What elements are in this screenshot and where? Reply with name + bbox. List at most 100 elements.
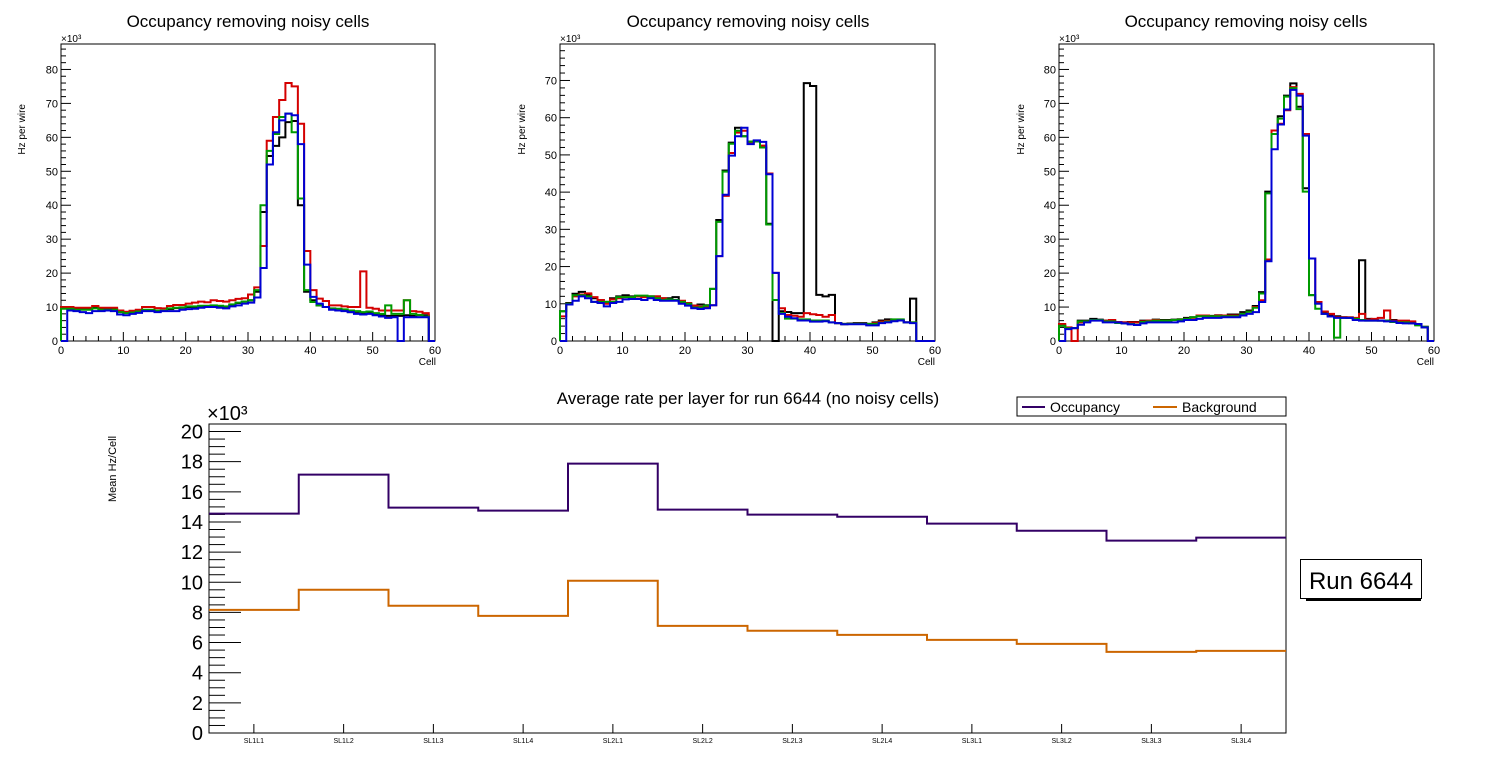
run-label-frame (1300, 559, 1422, 599)
y-tick-label: 16 (181, 482, 203, 504)
run-label: Run 6644 (1309, 568, 1413, 595)
x-tick-label: 60 (929, 345, 941, 357)
occupancy-panel-1: Occupancy removing noisy cells Hz per wi… (17, 12, 441, 368)
plot-frame (208, 423, 1287, 734)
x-tick-label: 10 (616, 345, 628, 357)
x-category-label: SL1L4 (513, 738, 533, 745)
panel-1-x-axis-label: Cell (419, 357, 436, 368)
x-tick-label: 20 (1178, 345, 1190, 357)
x-category-label: SL3L3 (1141, 738, 1161, 745)
series-background-line (209, 579, 1286, 653)
y-tick-label: 20 (545, 262, 557, 274)
x-tick-label: 0 (557, 345, 563, 357)
x-tick-label: 50 (367, 345, 379, 357)
y-tick-label: 0 (1050, 336, 1056, 348)
y-tick-label: 30 (46, 234, 58, 246)
average-rate-chart: Average rate per layer for run 6644 (no … (107, 389, 1422, 745)
x-category-label: SL1L1 (244, 738, 264, 745)
x-tick-label: 10 (117, 345, 129, 357)
average-rate-title: Average rate per layer for run 6644 (no … (557, 389, 939, 408)
x-tick-label: 50 (866, 345, 878, 357)
y-tick-label: 18 (181, 452, 203, 474)
x-tick-label: 30 (741, 345, 753, 357)
average-rate-y-axis-label: Mean Hz/Cell (107, 436, 119, 502)
x-tick-label: 40 (1303, 345, 1315, 357)
y-tick-label: 10 (545, 299, 557, 311)
x-category-label: SL1L2 (334, 738, 354, 745)
panel-1-title: Occupancy removing noisy cells (127, 12, 370, 31)
x-tick-label: 60 (429, 345, 441, 357)
average-rate-y-multiplier: ×10³ (207, 403, 248, 425)
series-green-histogram (1058, 87, 1434, 342)
y-tick-label: 80 (46, 64, 58, 76)
y-tick-label: 10 (1044, 302, 1056, 314)
panel-2-title: Occupancy removing noisy cells (627, 12, 870, 31)
x-category-label: SL3L2 (1052, 738, 1072, 745)
y-tick-label: 30 (1044, 234, 1056, 246)
panel-3-title: Occupancy removing noisy cells (1125, 12, 1368, 31)
x-tick-label: 40 (304, 345, 316, 357)
y-tick-label: 4 (192, 663, 203, 685)
y-tick-label: 0 (192, 723, 203, 745)
x-tick-label: 20 (180, 345, 192, 357)
x-category-label: SL1L3 (423, 738, 443, 745)
y-tick-label: 40 (1044, 200, 1056, 212)
y-tick-label: 12 (181, 542, 203, 564)
x-tick-label: 60 (1428, 345, 1440, 357)
y-tick-label: 20 (46, 268, 58, 280)
y-tick-label: 70 (1044, 98, 1056, 110)
panel-3-x-axis-label: Cell (1417, 357, 1434, 368)
x-tick-label: 10 (1115, 345, 1127, 357)
y-tick-label: 2 (192, 693, 203, 715)
panel-3-y-axis-label: Hz per wire (1016, 104, 1027, 155)
panel-1-y-multiplier: ×10³ (61, 34, 82, 45)
x-category-label: SL3L4 (1231, 738, 1251, 745)
x-tick-label: 30 (242, 345, 254, 357)
y-tick-label: 70 (46, 98, 58, 110)
occupancy-panel-3: Occupancy removing noisy cells Hz per wi… (1016, 12, 1440, 368)
panel-2-x-axis-label: Cell (918, 357, 935, 368)
series-blue-histogram (1059, 88, 1434, 342)
y-tick-label: 60 (1044, 132, 1056, 144)
legend-box (1016, 396, 1287, 417)
series-red-histogram (60, 82, 435, 342)
legend-occupancy-label: Occupancy (1050, 399, 1120, 415)
y-tick-label: 14 (181, 512, 203, 534)
legend: Occupancy Background (1016, 396, 1287, 417)
y-tick-label: 50 (1044, 166, 1056, 178)
x-tick-label: 0 (58, 345, 64, 357)
series-blue-histogram (61, 112, 435, 342)
panel-2-y-multiplier: ×10³ (560, 34, 581, 45)
y-tick-label: 8 (192, 602, 203, 624)
series-black-histogram (1058, 82, 1434, 342)
x-category-label: SL2L2 (693, 738, 713, 745)
y-tick-label: 10 (46, 302, 58, 314)
x-tick-label: 30 (1240, 345, 1252, 357)
y-tick-label: 40 (46, 200, 58, 212)
plot-frame (1058, 43, 1435, 342)
y-tick-label: 6 (192, 633, 203, 655)
y-tick-label: 10 (181, 572, 203, 594)
y-tick-label: 60 (545, 113, 557, 125)
y-tick-label: 60 (46, 132, 58, 144)
y-tick-label: 0 (52, 336, 58, 348)
x-category-label: SL2L1 (603, 738, 623, 745)
y-tick-label: 50 (545, 150, 557, 162)
x-tick-label: 0 (1056, 345, 1062, 357)
x-category-label: SL2L4 (872, 738, 892, 745)
x-tick-label: 20 (679, 345, 691, 357)
series-blue-histogram (560, 126, 935, 342)
panel-2-y-axis-label: Hz per wire (517, 104, 528, 155)
y-tick-label: 80 (1044, 64, 1056, 76)
x-category-label: SL2L3 (782, 738, 802, 745)
y-tick-label: 50 (46, 166, 58, 178)
x-tick-label: 50 (1365, 345, 1377, 357)
series-red-histogram (559, 129, 935, 342)
y-tick-label: 20 (181, 422, 203, 444)
y-tick-label: 0 (551, 336, 557, 348)
run-label-box: Run 6644 (1300, 559, 1422, 601)
panel-3-y-multiplier: ×10³ (1059, 34, 1080, 45)
y-tick-label: 70 (545, 75, 557, 87)
x-tick-label: 40 (804, 345, 816, 357)
